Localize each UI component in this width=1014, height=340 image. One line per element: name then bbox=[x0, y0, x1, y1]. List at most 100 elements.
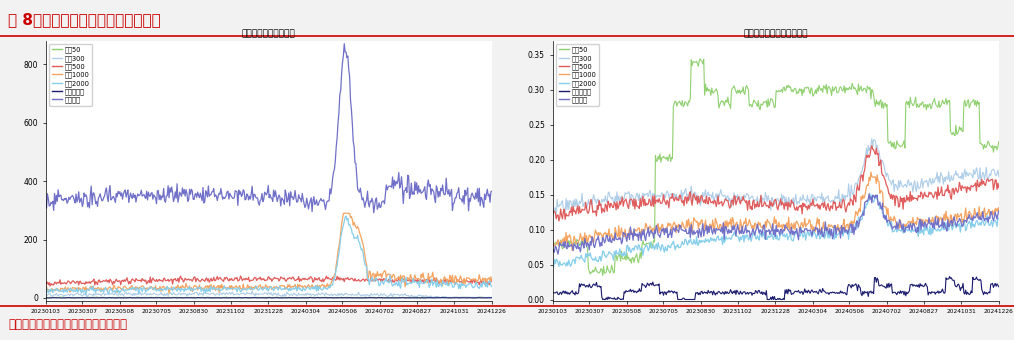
中证1000 bbox=[759, 220, 772, 224]
中证全指 bbox=[914, 218, 926, 222]
中证500 bbox=[553, 219, 565, 223]
创业板指数 bbox=[914, 285, 926, 289]
中证500 bbox=[993, 186, 1005, 190]
上证50 bbox=[477, 296, 489, 300]
上证50 bbox=[271, 295, 283, 299]
Line: 沪深300: 沪深300 bbox=[46, 291, 492, 298]
上证50 bbox=[993, 139, 1005, 143]
中证2000 bbox=[993, 216, 1005, 220]
沪深300 bbox=[256, 292, 268, 296]
Legend: 上证50, 沪深300, 中证500, 中证1000, 中证2000, 创业板指数, 中证全指: 上证50, 沪深300, 中证500, 中证1000, 中证2000, 创业板指… bbox=[49, 44, 92, 106]
上证50 bbox=[256, 295, 268, 300]
沪深300 bbox=[404, 295, 416, 300]
中证1000 bbox=[789, 227, 801, 232]
沪深300 bbox=[477, 295, 489, 300]
中证1000 bbox=[256, 286, 268, 290]
中证全指 bbox=[368, 211, 380, 215]
沪深300 bbox=[763, 193, 775, 198]
上证50 bbox=[984, 144, 996, 148]
中证全指 bbox=[407, 190, 419, 194]
沪深300 bbox=[282, 292, 294, 296]
沪深300 bbox=[759, 190, 772, 194]
上证50 bbox=[694, 57, 706, 61]
中证全指 bbox=[40, 200, 52, 204]
中证1000 bbox=[566, 249, 578, 253]
创业板指数 bbox=[306, 296, 318, 300]
Legend: 上证50, 沪深300, 中证500, 中证1000, 中证2000, 创业板指数, 中证全指: 上证50, 沪深300, 中证500, 中证1000, 中证2000, 创业板指… bbox=[556, 44, 599, 106]
Line: 中证2000: 中证2000 bbox=[46, 216, 492, 294]
中证全指 bbox=[547, 250, 559, 254]
沪深300 bbox=[789, 198, 801, 202]
中证1000 bbox=[477, 276, 489, 280]
创业板指数 bbox=[256, 296, 268, 300]
中证500 bbox=[256, 277, 268, 281]
中证2000 bbox=[914, 222, 926, 226]
中证1000 bbox=[993, 206, 1005, 210]
创业板指数 bbox=[44, 296, 56, 300]
中证1000 bbox=[763, 220, 775, 224]
上证50 bbox=[486, 295, 498, 300]
中证全指 bbox=[984, 216, 996, 220]
Title: 各宽基指数破净个股数占比: 各宽基指数破净个股数占比 bbox=[743, 30, 808, 39]
沪深300 bbox=[993, 175, 1005, 179]
中证全指 bbox=[763, 229, 775, 233]
沪深300 bbox=[866, 137, 878, 141]
创业板指数 bbox=[813, 289, 825, 293]
上证50 bbox=[283, 295, 295, 299]
沪深300 bbox=[246, 289, 259, 293]
上证50 bbox=[790, 87, 802, 91]
Line: 中证全指: 中证全指 bbox=[553, 194, 999, 254]
创业板指数 bbox=[252, 296, 265, 300]
中证全指 bbox=[305, 196, 317, 200]
中证2000 bbox=[477, 280, 489, 284]
创业板指数 bbox=[984, 291, 996, 295]
Title: 各宽基指数破净个股数: 各宽基指数破净个股数 bbox=[241, 30, 296, 39]
中证500 bbox=[813, 203, 825, 207]
中证1000 bbox=[252, 285, 265, 289]
沪深300 bbox=[40, 292, 52, 296]
上证50 bbox=[814, 86, 826, 90]
上证50 bbox=[45, 296, 57, 300]
创业板指数 bbox=[596, 298, 608, 302]
沪深300 bbox=[813, 195, 825, 199]
Line: 中证500: 中证500 bbox=[553, 146, 999, 221]
上证50 bbox=[252, 295, 265, 300]
中证1000 bbox=[547, 246, 559, 250]
中证500 bbox=[40, 283, 52, 287]
创业板指数 bbox=[282, 296, 294, 300]
中证500 bbox=[486, 278, 498, 282]
沪深300 bbox=[984, 172, 996, 176]
上证50 bbox=[547, 240, 559, 244]
上证50 bbox=[914, 101, 926, 105]
上证50 bbox=[407, 295, 419, 300]
中证全指 bbox=[477, 201, 489, 205]
中证全指 bbox=[339, 42, 351, 46]
沪深300 bbox=[407, 294, 419, 299]
中证1000 bbox=[339, 211, 351, 215]
中证1000 bbox=[40, 285, 52, 289]
中证全指 bbox=[789, 230, 801, 234]
创业板指数 bbox=[477, 296, 489, 300]
Text: 数据来源：聚宽，江海证券研究发展部: 数据来源：聚宽，江海证券研究发展部 bbox=[8, 318, 127, 331]
上证50 bbox=[763, 104, 775, 108]
中证1000 bbox=[306, 283, 318, 287]
中证2000 bbox=[547, 266, 559, 270]
中证500 bbox=[254, 277, 266, 281]
中证2000 bbox=[252, 288, 265, 292]
中证全指 bbox=[552, 252, 564, 256]
中证2000 bbox=[256, 286, 268, 290]
中证全指 bbox=[281, 200, 293, 204]
创业板指数 bbox=[407, 295, 419, 300]
Line: 上证50: 上证50 bbox=[46, 297, 492, 298]
创业板指数 bbox=[40, 296, 52, 300]
中证1000 bbox=[163, 291, 175, 295]
中证500 bbox=[866, 143, 878, 148]
中证2000 bbox=[340, 214, 352, 218]
Line: 上证50: 上证50 bbox=[553, 59, 999, 276]
创业板指数 bbox=[486, 296, 498, 300]
中证2000 bbox=[306, 285, 318, 289]
沪深300 bbox=[551, 214, 563, 218]
上证50 bbox=[596, 274, 608, 278]
Line: 中证1000: 中证1000 bbox=[46, 213, 492, 293]
Line: 沪深300: 沪深300 bbox=[553, 139, 999, 216]
